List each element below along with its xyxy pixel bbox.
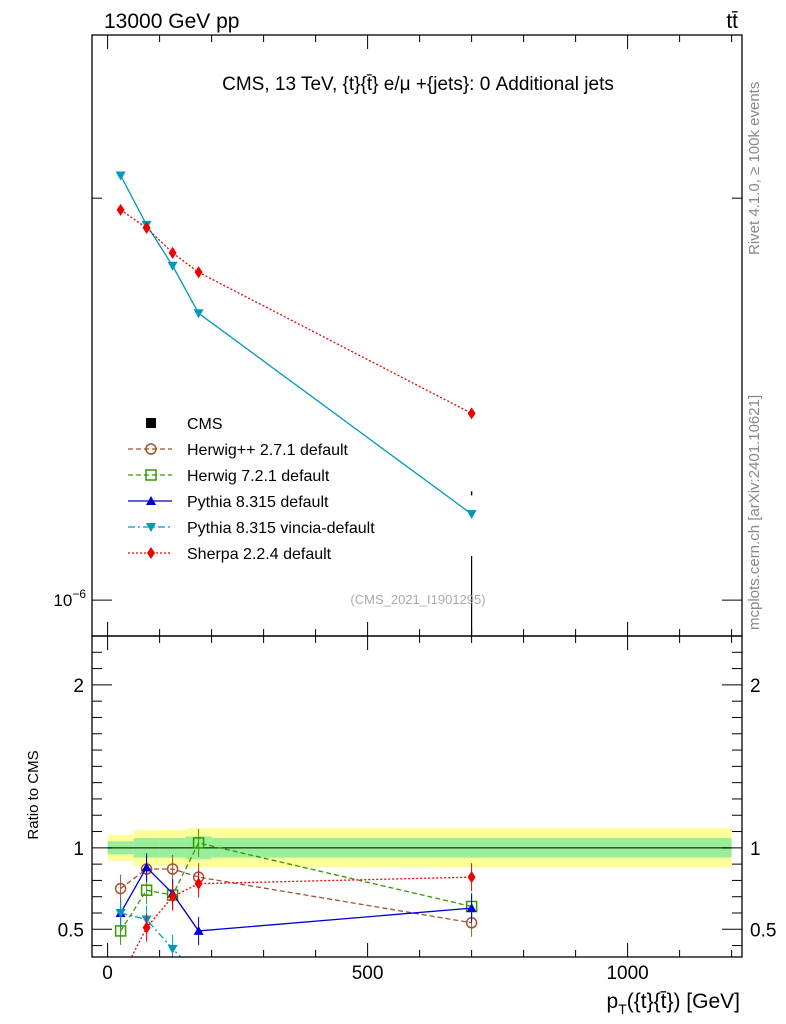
ratio-point-herwig-7-2-1-default	[140, 884, 153, 896]
main-point-sherpa-2-2-4-default	[142, 221, 151, 234]
x-tick-label: 0	[102, 963, 113, 984]
header-left: 13000 GeV pp	[104, 10, 239, 33]
ratio-y-tick-label: 1	[73, 839, 84, 860]
ratio-point-pythia-8-315-default	[141, 862, 152, 872]
main-point-pythia-8-315-vincia-default	[167, 261, 178, 271]
main-point-pythia-8-315-vincia-default	[115, 171, 126, 181]
ratio-ylabel: Ratio to CMS	[25, 750, 42, 839]
legend-marker	[146, 496, 156, 505]
legend-entry-label: Pythia 8.315 vincia-default	[187, 520, 375, 537]
rivet-label: Rivet 4.1.0, ≥ 100k events	[746, 82, 763, 255]
ratio-line-pythia-8-315-vincia-default	[120, 912, 182, 957]
ratio-point-pythia-8-315-vincia-default	[115, 909, 126, 919]
ratio-y-tick-label-right: 0.5	[750, 920, 776, 941]
main-point-pythia-8-315-vincia-default	[466, 510, 477, 520]
ratio-point-herwig-2-7-1-default	[114, 882, 127, 895]
legend-entry-label: CMS	[187, 416, 223, 433]
ratio-point-pythia-8-315-vincia-default	[167, 944, 178, 954]
ratio-point-sherpa-2-2-4-default	[142, 921, 151, 934]
x-axis-label: pT({t}{t̄}) [GeV]	[607, 990, 740, 1017]
ratio-frame	[91, 635, 743, 958]
ratio-y-tick-label: 2	[73, 676, 84, 697]
x-tick-label: 500	[352, 963, 384, 984]
ratio-panel: 0.5 0.5 1 1 2 2 0 500 1000 Ratio to CMS	[25, 635, 776, 999]
x-tick-label: 1000	[606, 963, 648, 984]
ratio-point-sherpa-2-2-4-default	[168, 890, 177, 903]
main-line-sherpa-2-2-4-default	[120, 209, 472, 414]
ratio-point-sherpa-2-2-4-default	[194, 877, 203, 890]
watermark: (CMS_2021_I1901295)	[350, 592, 485, 607]
ratio-point-herwig-7-2-1-default	[192, 837, 205, 849]
header-right: tt̄	[726, 10, 738, 33]
chart-title: CMS, 13 TeV, {t}{t̄} e/μ +{jets}: 0 Addi…	[222, 74, 614, 95]
legend: CMS Herwig++ 2.7.1 default Herwig 7.2.1 de…	[128, 416, 375, 563]
legend-marker	[146, 418, 156, 428]
legend-marker	[146, 523, 156, 532]
legend-entry-label: Herwig++ 2.7.1 default	[187, 442, 349, 459]
ratio-point-herwig-2-7-1-default	[166, 863, 179, 875]
main-line-pythia-8-315-vincia-default	[120, 175, 472, 515]
ratio-point-pythia-8-315-vincia-default	[467, 990, 477, 999]
legend-marker	[145, 443, 157, 455]
legend-marker	[145, 469, 157, 481]
main-y-tick-label: 10−6	[53, 587, 86, 610]
ratio-y-tick-label-right: 2	[750, 676, 761, 697]
main-point-pythia-8-315-vincia-default	[193, 309, 204, 319]
ratio-y-tick-label: 0.5	[58, 920, 84, 941]
ratio-y-tick-label-right: 1	[750, 839, 761, 860]
main-point-sherpa-2-2-4-default	[194, 266, 203, 279]
mcplots-label: mcplots.cern.ch [arXiv:2401.10621]	[746, 395, 763, 630]
ratio-point-sherpa-2-2-4-default	[467, 871, 476, 884]
ratio-point-sherpa-2-2-4-default	[117, 972, 125, 984]
legend-marker	[147, 547, 155, 559]
ratio-point-pythia-8-315-vincia-default	[194, 971, 204, 980]
main-point-sherpa-2-2-4-default	[168, 246, 177, 259]
main-point-sherpa-2-2-4-default	[467, 407, 476, 420]
legend-entry-label: Herwig 7.2.1 default	[187, 468, 330, 485]
main-point-sherpa-2-2-4-default	[116, 203, 125, 216]
legend-entry-label: Sherpa 2.2.4 default	[187, 546, 332, 563]
main-panel: 10−6 CMS, 13 TeV, {t}{t̄} e/μ +{jets}: 0…	[53, 34, 743, 637]
ratio-point-pythia-8-315-default	[193, 925, 204, 935]
legend-entry-label: Pythia 8.315 default	[187, 494, 329, 511]
ratio-point-pythia-8-315-default	[466, 903, 477, 913]
